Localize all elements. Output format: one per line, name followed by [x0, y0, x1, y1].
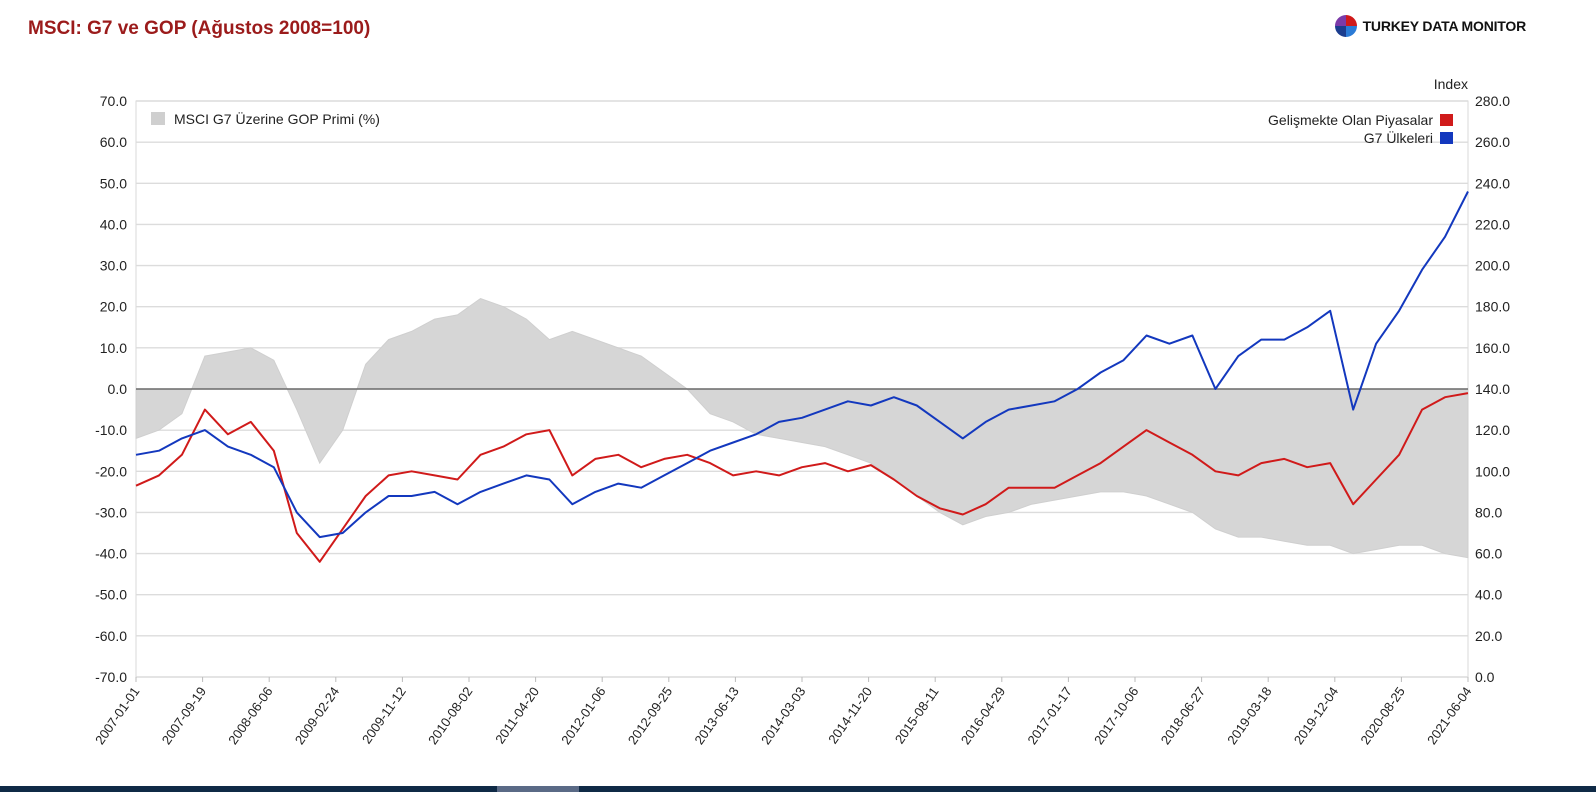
x-tick-label: 2009-11-12: [359, 684, 409, 746]
left-tick-label: -30.0: [95, 504, 127, 520]
x-tick-label: 2007-01-01: [92, 684, 142, 747]
right-tick-label: 140.0: [1475, 381, 1510, 397]
x-tick-label: 2010-08-02: [425, 684, 475, 747]
x-tick-label: 2012-09-25: [625, 684, 675, 747]
x-tick-label: 2019-03-18: [1224, 684, 1274, 747]
left-tick-label: -10.0: [95, 422, 127, 438]
x-tick-label: 2021-06-04: [1424, 684, 1474, 747]
right-tick-label: 120.0: [1475, 422, 1510, 438]
x-tick-label: 2017-10-06: [1091, 684, 1141, 747]
legend-series-label-0: Gelişmekte Olan Piyasalar: [1268, 112, 1433, 128]
footer-bar-segment: [497, 786, 579, 792]
area-premium: [135, 297, 1469, 559]
right-tick-label: 260.0: [1475, 134, 1510, 150]
legend-series-swatch-0: [1440, 114, 1453, 126]
right-tick-label: 280.0: [1475, 93, 1510, 109]
x-tick-label: 2008-06-06: [225, 684, 275, 747]
left-tick-label: 0.0: [108, 381, 128, 397]
left-tick-label: -20.0: [95, 463, 127, 479]
x-tick-label: 2015-08-11: [892, 684, 942, 746]
x-tick-label: 2012-01-06: [558, 684, 608, 747]
footer-bar: [0, 786, 1596, 792]
right-tick-label: 200.0: [1475, 258, 1510, 274]
x-tick-label: 2011-04-20: [492, 684, 542, 746]
left-tick-label: -40.0: [95, 546, 127, 562]
brand-logo[interactable]: TURKEY DATA MONITOR: [1333, 14, 1526, 38]
right-tick-label: 160.0: [1475, 340, 1510, 356]
right-axis-title: Index: [1434, 76, 1468, 92]
left-tick-label: 70.0: [100, 93, 127, 109]
right-tick-label: 0.0: [1475, 669, 1495, 685]
x-tick-label: 2016-04-29: [958, 684, 1008, 747]
x-tick-label: 2019-12-04: [1291, 684, 1341, 747]
x-axis: 2007-01-01 2007-09-19 2008-06-06 2009-02-24…: [92, 677, 1474, 747]
x-tick-label: 2009-02-24: [292, 684, 342, 747]
legend-area-entry: MSCI G7 Üzerine GOP Primi (%): [151, 110, 380, 127]
left-tick-label: -70.0: [95, 669, 127, 685]
left-tick-label: -50.0: [95, 587, 127, 603]
right-tick-label: 60.0: [1475, 546, 1502, 562]
right-tick-label: 80.0: [1475, 504, 1502, 520]
x-tick-label: 2017-01-17: [1024, 684, 1074, 747]
legend-series-swatch-1: [1440, 132, 1453, 144]
left-tick-label: -60.0: [95, 628, 127, 644]
x-tick-label: 2013-06-13: [691, 684, 741, 747]
legend-area-swatch: [151, 112, 165, 125]
series-line-0: [135, 392, 1469, 563]
right-tick-label: 180.0: [1475, 299, 1510, 315]
left-axis: 70.0 60.0 50.0 40.0 30.0 20.0 10.0 0.0 -10.0 -20.…: [95, 93, 127, 685]
left-tick-label: 40.0: [100, 216, 127, 232]
left-tick-label: 50.0: [100, 175, 127, 191]
brand-name: TURKEY DATA MONITOR: [1362, 18, 1527, 34]
right-tick-label: 240.0: [1475, 175, 1510, 191]
legend-series-label-1: G7 Ülkeleri: [1364, 129, 1433, 146]
premium-area: [135, 297, 1469, 559]
left-tick-label: 10.0: [100, 340, 127, 356]
x-tick-label: 2014-03-03: [758, 684, 808, 747]
left-tick-label: 30.0: [100, 258, 127, 274]
x-tick-label: 2007-09-19: [159, 684, 209, 747]
brand-globe-icon: [1334, 15, 1357, 37]
right-tick-label: 40.0: [1475, 587, 1502, 603]
right-tick-label: 100.0: [1475, 463, 1510, 479]
right-tick-label: 220.0: [1475, 216, 1510, 232]
left-tick-label: 20.0: [100, 299, 127, 315]
x-tick-label: 2014-11-20: [825, 684, 875, 746]
legend-area-label: MSCI G7 Üzerine GOP Primi (%): [174, 110, 380, 127]
series-line-1: [135, 191, 1469, 539]
chart-title: MSCI: G7 ve GOP (Ağustos 2008=100): [28, 18, 371, 39]
series-lines: [135, 191, 1469, 563]
right-tick-label: 20.0: [1475, 628, 1502, 644]
x-tick-label: 2020-08-25: [1357, 684, 1407, 747]
right-axis: 280.0 260.0 240.0 220.0 200.0 180.0 160.0 140.0…: [1475, 93, 1510, 685]
x-tick-label: 2018-06-27: [1158, 684, 1208, 747]
left-tick-label: 60.0: [100, 134, 127, 150]
